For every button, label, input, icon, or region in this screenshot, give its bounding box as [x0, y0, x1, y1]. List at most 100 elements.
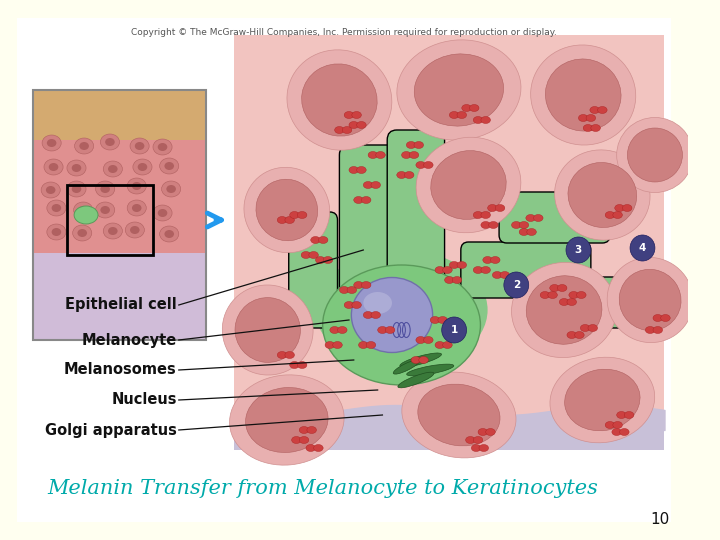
- Ellipse shape: [127, 200, 146, 216]
- Ellipse shape: [347, 287, 356, 294]
- Ellipse shape: [246, 388, 328, 453]
- Ellipse shape: [52, 228, 61, 236]
- Ellipse shape: [479, 444, 489, 451]
- Ellipse shape: [473, 267, 483, 273]
- Ellipse shape: [495, 205, 505, 212]
- Ellipse shape: [416, 161, 426, 168]
- Ellipse shape: [153, 139, 172, 155]
- Ellipse shape: [125, 222, 145, 238]
- Ellipse shape: [292, 436, 301, 443]
- Ellipse shape: [418, 384, 500, 446]
- Ellipse shape: [486, 429, 495, 435]
- Ellipse shape: [333, 341, 342, 348]
- Ellipse shape: [222, 285, 313, 375]
- Text: 3: 3: [575, 245, 582, 255]
- Ellipse shape: [130, 226, 140, 234]
- Ellipse shape: [449, 261, 459, 268]
- Text: 4: 4: [639, 243, 646, 253]
- Ellipse shape: [527, 228, 536, 235]
- Ellipse shape: [67, 160, 86, 176]
- Ellipse shape: [306, 444, 315, 451]
- Ellipse shape: [568, 163, 636, 227]
- Bar: [33, 90, 205, 340]
- Bar: [234, 415, 665, 450]
- FancyBboxPatch shape: [499, 192, 610, 243]
- Ellipse shape: [478, 429, 487, 435]
- Ellipse shape: [244, 167, 330, 253]
- Ellipse shape: [354, 281, 364, 288]
- Ellipse shape: [166, 185, 176, 193]
- Ellipse shape: [419, 356, 428, 363]
- Ellipse shape: [590, 106, 600, 113]
- Ellipse shape: [416, 336, 426, 343]
- Text: 1: 1: [451, 325, 458, 335]
- Ellipse shape: [287, 50, 392, 150]
- Ellipse shape: [323, 256, 333, 264]
- Ellipse shape: [398, 372, 434, 388]
- Ellipse shape: [364, 181, 373, 188]
- Text: 10: 10: [650, 512, 670, 528]
- Ellipse shape: [406, 141, 416, 149]
- Ellipse shape: [416, 137, 521, 233]
- Ellipse shape: [653, 327, 662, 334]
- Ellipse shape: [554, 150, 650, 240]
- Ellipse shape: [361, 281, 371, 288]
- Ellipse shape: [411, 356, 420, 363]
- Ellipse shape: [277, 352, 287, 359]
- Ellipse shape: [164, 162, 174, 170]
- Ellipse shape: [613, 212, 622, 219]
- Ellipse shape: [567, 299, 577, 306]
- Ellipse shape: [519, 228, 528, 235]
- Ellipse shape: [586, 114, 595, 122]
- Ellipse shape: [435, 267, 444, 273]
- Ellipse shape: [483, 256, 492, 264]
- Ellipse shape: [354, 197, 364, 204]
- Ellipse shape: [44, 159, 63, 175]
- Text: Melanocyte: Melanocyte: [81, 333, 177, 348]
- Ellipse shape: [557, 285, 567, 292]
- Bar: [33, 253, 205, 340]
- Ellipse shape: [133, 159, 152, 175]
- Ellipse shape: [534, 214, 543, 221]
- Ellipse shape: [364, 292, 392, 314]
- Ellipse shape: [351, 278, 433, 353]
- Ellipse shape: [378, 327, 387, 334]
- Ellipse shape: [302, 64, 377, 136]
- Ellipse shape: [297, 212, 307, 219]
- Ellipse shape: [330, 327, 339, 334]
- Circle shape: [630, 235, 655, 261]
- Ellipse shape: [127, 178, 146, 194]
- Ellipse shape: [444, 276, 454, 284]
- Circle shape: [504, 272, 528, 298]
- Ellipse shape: [619, 429, 629, 435]
- Ellipse shape: [160, 226, 179, 242]
- Ellipse shape: [409, 152, 419, 159]
- Ellipse shape: [466, 436, 475, 443]
- Ellipse shape: [132, 182, 142, 190]
- Ellipse shape: [371, 181, 380, 188]
- Ellipse shape: [235, 298, 300, 362]
- Ellipse shape: [135, 142, 145, 150]
- Ellipse shape: [47, 139, 56, 147]
- FancyBboxPatch shape: [289, 212, 338, 328]
- Ellipse shape: [473, 117, 483, 124]
- FancyBboxPatch shape: [339, 145, 397, 325]
- Ellipse shape: [583, 125, 593, 132]
- Ellipse shape: [339, 287, 349, 294]
- Ellipse shape: [79, 142, 89, 150]
- Ellipse shape: [622, 205, 632, 212]
- Ellipse shape: [402, 152, 411, 159]
- Ellipse shape: [309, 252, 318, 259]
- Ellipse shape: [335, 126, 344, 133]
- Ellipse shape: [616, 411, 626, 418]
- Ellipse shape: [531, 45, 636, 145]
- Ellipse shape: [164, 230, 174, 238]
- Ellipse shape: [108, 165, 117, 173]
- Ellipse shape: [431, 316, 440, 323]
- Ellipse shape: [472, 444, 481, 451]
- Ellipse shape: [645, 327, 655, 334]
- Ellipse shape: [627, 128, 683, 182]
- Bar: [33, 90, 205, 140]
- Ellipse shape: [443, 267, 452, 273]
- Ellipse shape: [105, 138, 114, 146]
